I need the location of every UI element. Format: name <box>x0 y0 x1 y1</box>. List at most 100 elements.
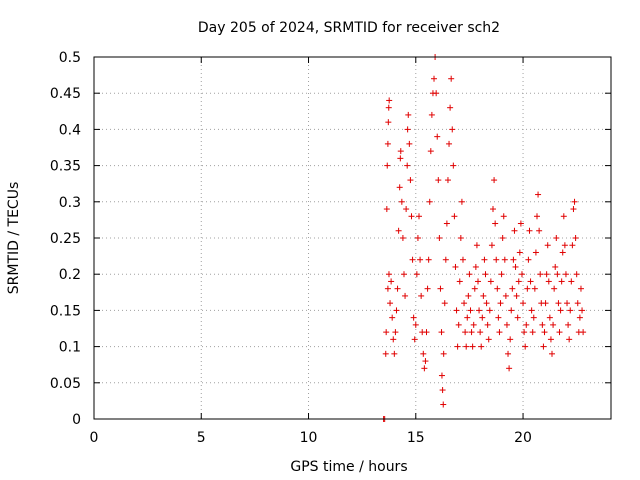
data-point <box>390 336 397 343</box>
data-point <box>571 198 578 205</box>
data-point <box>505 350 512 357</box>
data-point <box>555 300 562 307</box>
data-point <box>483 300 490 307</box>
x-tick-label: 15 <box>407 430 425 446</box>
data-point <box>507 336 514 343</box>
data-point <box>533 213 540 220</box>
data-point <box>384 285 391 292</box>
data-point <box>560 213 567 220</box>
data-point <box>394 285 401 292</box>
data-point <box>426 198 433 205</box>
data-point <box>566 336 573 343</box>
data-point <box>440 401 447 408</box>
x-axis-label: GPS time / hours <box>290 459 407 475</box>
data-point <box>569 242 576 249</box>
data-point <box>476 307 483 314</box>
data-point <box>409 256 416 263</box>
data-point <box>482 271 489 278</box>
data-point <box>491 177 498 184</box>
y-tick-label: 0.3 <box>59 195 81 211</box>
x-tick-label: 10 <box>300 430 318 446</box>
data-point <box>395 227 402 234</box>
data-point <box>500 213 507 220</box>
data-point <box>546 314 553 321</box>
data-point <box>512 263 519 270</box>
data-point <box>397 155 404 162</box>
data-point <box>388 278 395 285</box>
data-point <box>437 285 444 292</box>
data-point <box>404 162 411 169</box>
data-point <box>400 271 407 278</box>
data-point <box>474 278 481 285</box>
data-point <box>499 235 506 241</box>
data-point <box>416 213 423 220</box>
data-point <box>494 285 501 292</box>
data-point <box>446 140 453 147</box>
y-tick-label: 0.4 <box>59 122 81 138</box>
data-point <box>529 329 536 336</box>
x-tick-label: 20 <box>514 430 532 446</box>
data-point <box>468 329 475 336</box>
data-point <box>438 329 445 336</box>
plot-frame <box>93 56 612 420</box>
data-point <box>484 321 491 328</box>
data-point <box>567 307 574 314</box>
data-point <box>439 387 446 394</box>
data-point <box>562 271 569 278</box>
data-point <box>525 256 532 263</box>
y-tick-label: 0.05 <box>50 376 81 392</box>
data-point <box>438 372 445 379</box>
data-point <box>498 271 505 278</box>
data-point <box>517 220 524 227</box>
data-point <box>398 198 405 205</box>
data-point <box>441 300 448 307</box>
data-point <box>544 242 551 249</box>
data-point <box>574 300 581 307</box>
data-point <box>576 314 583 321</box>
data-point <box>539 321 546 328</box>
y-tick-label: 0.2 <box>59 267 81 283</box>
data-point <box>480 292 487 299</box>
data-point <box>496 329 503 336</box>
data-point <box>545 278 552 285</box>
data-point <box>472 263 479 270</box>
data-point <box>527 278 534 285</box>
data-point <box>554 271 561 278</box>
data-point <box>541 329 548 336</box>
data-point <box>421 365 428 372</box>
data-point <box>454 343 461 350</box>
data-point <box>550 321 557 328</box>
data-point <box>389 314 396 321</box>
data-point <box>516 249 523 256</box>
data-point <box>549 350 556 357</box>
data-point <box>385 119 392 126</box>
y-tick-label: 0.5 <box>59 50 81 66</box>
data-point <box>522 343 529 350</box>
data-point <box>530 314 537 321</box>
data-point <box>442 256 449 263</box>
data-point <box>402 292 409 299</box>
axes-layer: 0 5 10 15 20 0 0.05 0.1 0.15 0.2 0.25 0.3 0.35 0.4 0.4… <box>50 50 611 446</box>
data-point <box>568 278 575 285</box>
data-point <box>387 300 394 307</box>
data-point <box>485 336 492 343</box>
data-point <box>431 75 438 82</box>
data-point <box>564 300 571 307</box>
data-point <box>385 104 392 111</box>
data-point <box>425 256 432 263</box>
data-point <box>559 249 566 256</box>
data-point <box>465 292 472 299</box>
data-point <box>463 343 470 350</box>
data-point <box>452 263 459 270</box>
data-point <box>481 256 488 263</box>
data-point <box>414 235 421 241</box>
data-point <box>497 300 504 307</box>
data-point <box>396 184 403 191</box>
data-point <box>383 206 390 213</box>
data-point <box>456 278 463 285</box>
data-point <box>433 90 440 97</box>
data-point <box>486 307 493 314</box>
data-point <box>577 285 584 292</box>
data-point <box>447 104 454 111</box>
